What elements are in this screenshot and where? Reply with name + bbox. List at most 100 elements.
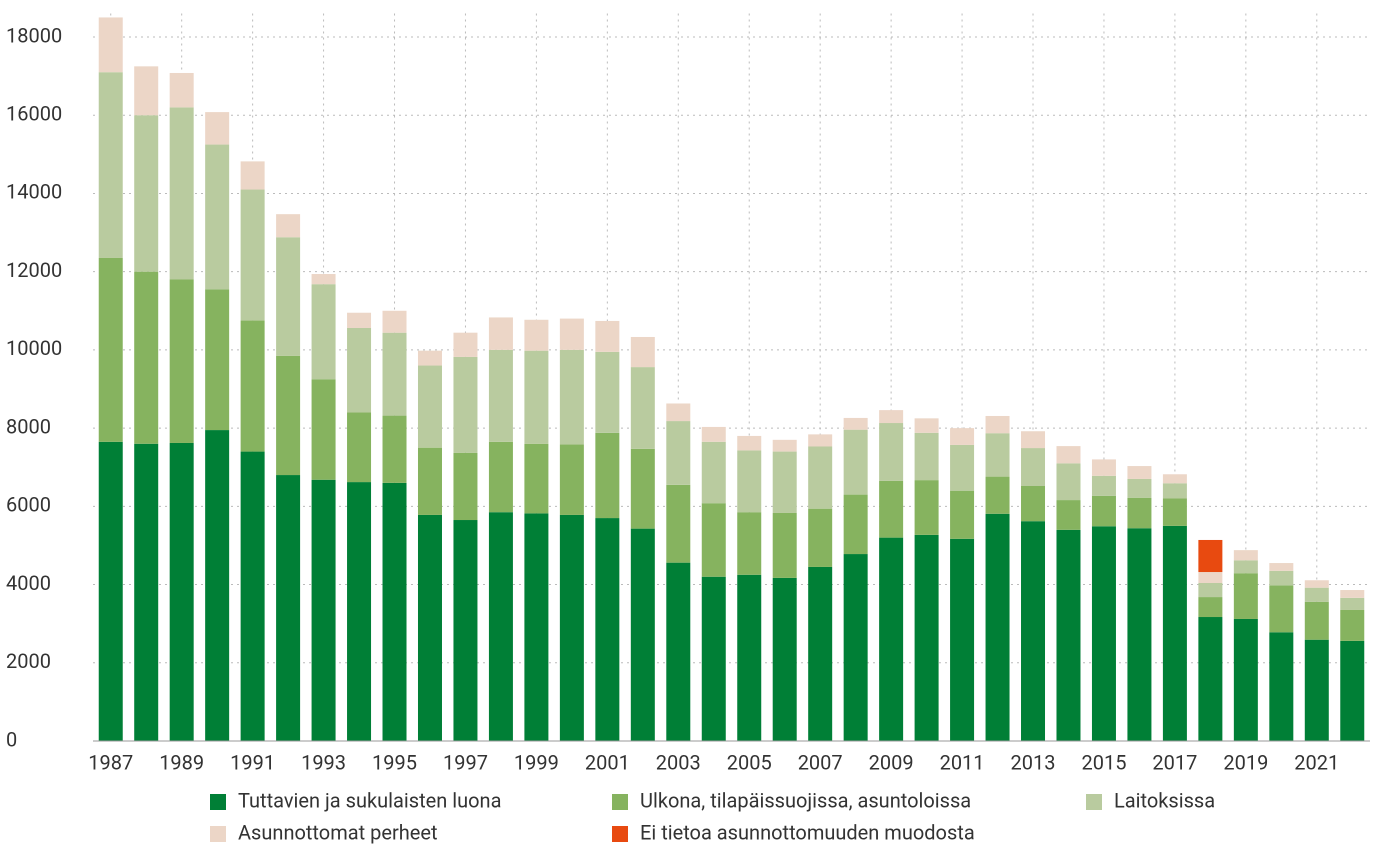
bar-segment: [134, 271, 159, 444]
bar-segment: [1233, 550, 1258, 561]
y-tick-label: 12000: [6, 258, 62, 282]
legend-label: Ulkona, tilapäissuojissa, asuntoloissa: [640, 788, 971, 812]
bar-segment: [1233, 560, 1258, 574]
bar-segment: [843, 554, 868, 741]
bar-segment: [347, 327, 372, 413]
bar-segment: [382, 332, 407, 416]
bar-segment: [772, 512, 797, 578]
x-tick-label: 2003: [656, 750, 701, 774]
bar-segment: [559, 444, 584, 515]
bar-segment: [630, 528, 655, 741]
y-tick-label: 6000: [6, 493, 51, 517]
bar-segment: [701, 576, 726, 741]
bar-segment: [276, 475, 301, 741]
bar-segment: [524, 513, 549, 741]
x-tick-label: 2009: [869, 750, 914, 774]
bar-segment: [205, 289, 230, 431]
bar-segment: [240, 451, 265, 741]
x-tick-label: 1999: [514, 750, 559, 774]
bar-segment: [488, 512, 513, 741]
bar-segment: [950, 490, 975, 539]
bar-segment: [311, 274, 336, 285]
bar-segment: [453, 520, 478, 741]
bar-segment: [808, 434, 833, 447]
bar-segment: [417, 514, 442, 741]
x-tick-label: 2005: [727, 750, 772, 774]
x-tick-label: 1987: [88, 750, 133, 774]
bar-segment: [595, 432, 620, 519]
bar-segment: [914, 534, 939, 741]
bar-segment: [1056, 446, 1081, 464]
bar-segment: [1198, 617, 1223, 741]
legend-swatch: [210, 794, 226, 810]
bar-segment: [1269, 563, 1294, 571]
x-tick-label: 1993: [301, 750, 346, 774]
bar-segment: [1340, 640, 1365, 741]
bar-segment: [1127, 497, 1152, 529]
bar-segment: [276, 214, 301, 238]
bar-segment: [1198, 572, 1223, 583]
bar-segment: [1127, 478, 1152, 498]
x-tick-label: 1989: [159, 750, 204, 774]
x-tick-label: 2013: [1011, 750, 1056, 774]
bar-segment: [1127, 528, 1152, 741]
y-tick-label: 18000: [6, 23, 62, 47]
legend-label: Ei tietoa asunnottomuuden muodosta: [640, 820, 975, 844]
legend-swatch: [1086, 794, 1102, 810]
bar-segment: [134, 115, 159, 272]
bar-segment: [1340, 590, 1365, 598]
legend-swatch: [612, 826, 628, 842]
bar-segment: [1091, 459, 1116, 476]
bar-segment: [559, 318, 584, 350]
bar-segment: [914, 480, 939, 535]
bar-segment: [347, 412, 372, 483]
legend-label: Laitoksissa: [1114, 788, 1215, 812]
bar-segment: [843, 494, 868, 555]
bar-segment: [1340, 597, 1365, 610]
bar-segment: [347, 312, 372, 328]
x-tick-label: 2017: [1152, 750, 1197, 774]
bar-segment: [985, 415, 1010, 434]
bar-segment: [524, 350, 549, 444]
legend-swatch: [612, 794, 628, 810]
bar-segment: [1304, 639, 1329, 741]
y-tick-label: 10000: [6, 336, 62, 360]
x-tick-label: 2015: [1081, 750, 1126, 774]
bar-segment: [950, 538, 975, 741]
bar-segment: [488, 441, 513, 513]
bar-segment: [1127, 466, 1152, 479]
bar-segment: [1233, 618, 1258, 741]
bar-segment: [701, 426, 726, 442]
bar-segment: [666, 403, 691, 422]
bar-segment: [205, 144, 230, 290]
x-tick-label: 2011: [940, 750, 985, 774]
y-tick-label: 4000: [6, 571, 51, 595]
bar-segment: [737, 512, 762, 575]
bar-segment: [1091, 475, 1116, 496]
bar-segment: [1021, 521, 1046, 741]
bar-segment: [205, 112, 230, 145]
bar-segment: [98, 72, 123, 258]
x-tick-label: 1995: [372, 750, 417, 774]
bar-segment: [985, 433, 1010, 477]
bar-segment: [595, 351, 620, 433]
bar-segment: [595, 518, 620, 741]
bar-segment: [1091, 526, 1116, 741]
bar-segment: [276, 237, 301, 356]
legend-label: Asunnottomat perheet: [238, 820, 438, 844]
bar-segment: [524, 443, 549, 514]
bar-segment: [1304, 601, 1329, 640]
bar-segment: [488, 317, 513, 350]
bar-segment: [808, 566, 833, 741]
bar-segment: [240, 161, 265, 190]
bar-segment: [382, 482, 407, 741]
bar-segment: [808, 446, 833, 509]
bar-segment: [1340, 609, 1365, 641]
bar-segment: [453, 332, 478, 357]
bar-segment: [772, 451, 797, 513]
bar-segment: [559, 349, 584, 445]
y-tick-label: 2000: [6, 649, 51, 673]
bar-segment: [914, 432, 939, 481]
bar-segment: [1304, 587, 1329, 602]
